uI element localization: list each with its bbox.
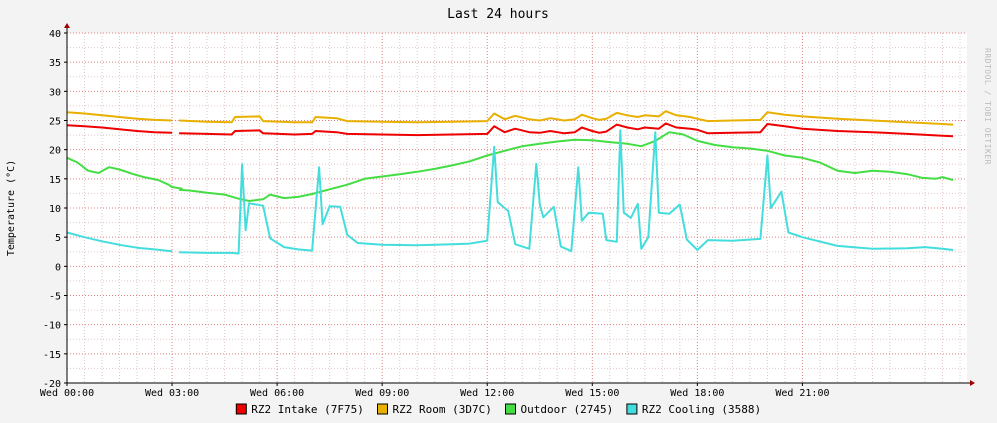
y-tick-label: 10	[49, 204, 61, 215]
x-tick-label: Wed 21:00	[775, 388, 829, 399]
y-tick-label: -5	[49, 292, 61, 303]
series-line-3-segment-0	[66, 231, 173, 253]
x-tick-label: Wed 06:00	[250, 388, 304, 399]
y-tick-label: 5	[55, 233, 61, 244]
legend-label-2: Outdoor (2745)	[521, 403, 614, 416]
y-tick-label: 15	[49, 175, 61, 186]
series-line-1-segment-1	[179, 110, 954, 126]
y-tick-label: 30	[49, 87, 61, 98]
x-axis-arrow	[970, 380, 975, 386]
legend-label-3: RZ2 Cooling (3588)	[642, 403, 761, 416]
legend-label-1: RZ2 Room (3D7C)	[393, 403, 492, 416]
legend-swatch-1	[377, 403, 388, 415]
legend: RZ2 Intake (7F75) RZ2 Room (3D7C) Outdoor …	[235, 403, 761, 416]
series-line-1-segment-0	[66, 111, 173, 122]
x-tick-label: Wed 03:00	[145, 388, 199, 399]
legend-swatch-2	[505, 403, 516, 415]
legend-label-0: RZ2 Intake (7F75)	[251, 403, 364, 416]
series-line-2-segment-1	[179, 131, 954, 202]
y-tick-label: -10	[43, 321, 61, 332]
y-axis-label: Temperature (°C)	[6, 160, 17, 256]
chart-title: Last 24 hours	[447, 7, 549, 22]
legend-swatch-0	[235, 403, 247, 415]
series-layer	[66, 110, 954, 255]
x-tick-label: Wed 09:00	[355, 388, 409, 399]
legend-swatch-3	[626, 403, 638, 415]
y-tick-label: 0	[55, 262, 61, 273]
y-tick-label: -20	[43, 379, 61, 390]
series-line-3-segment-1	[179, 129, 954, 255]
series-line-0-segment-0	[66, 124, 173, 134]
grid	[67, 32, 967, 383]
y-tick-label: 25	[49, 117, 61, 128]
series-line-0-segment-1	[179, 122, 954, 138]
y-axis-arrow	[64, 23, 70, 28]
x-tick-label: Wed 00:00	[40, 388, 94, 399]
x-tick-label: Wed 12:00	[460, 388, 514, 399]
axes	[64, 23, 975, 386]
y-tick-label: -15	[43, 350, 61, 361]
watermark: RRDTOOL / TOBI OETIKER	[983, 48, 992, 165]
y-tick-label: 35	[49, 58, 61, 69]
y-tick-label: 40	[49, 29, 61, 40]
series-line-2-segment-0	[66, 156, 183, 190]
y-tick-label: 20	[49, 146, 61, 157]
x-tick-label: Wed 18:00	[670, 388, 724, 399]
x-tick-label: Wed 15:00	[565, 388, 619, 399]
